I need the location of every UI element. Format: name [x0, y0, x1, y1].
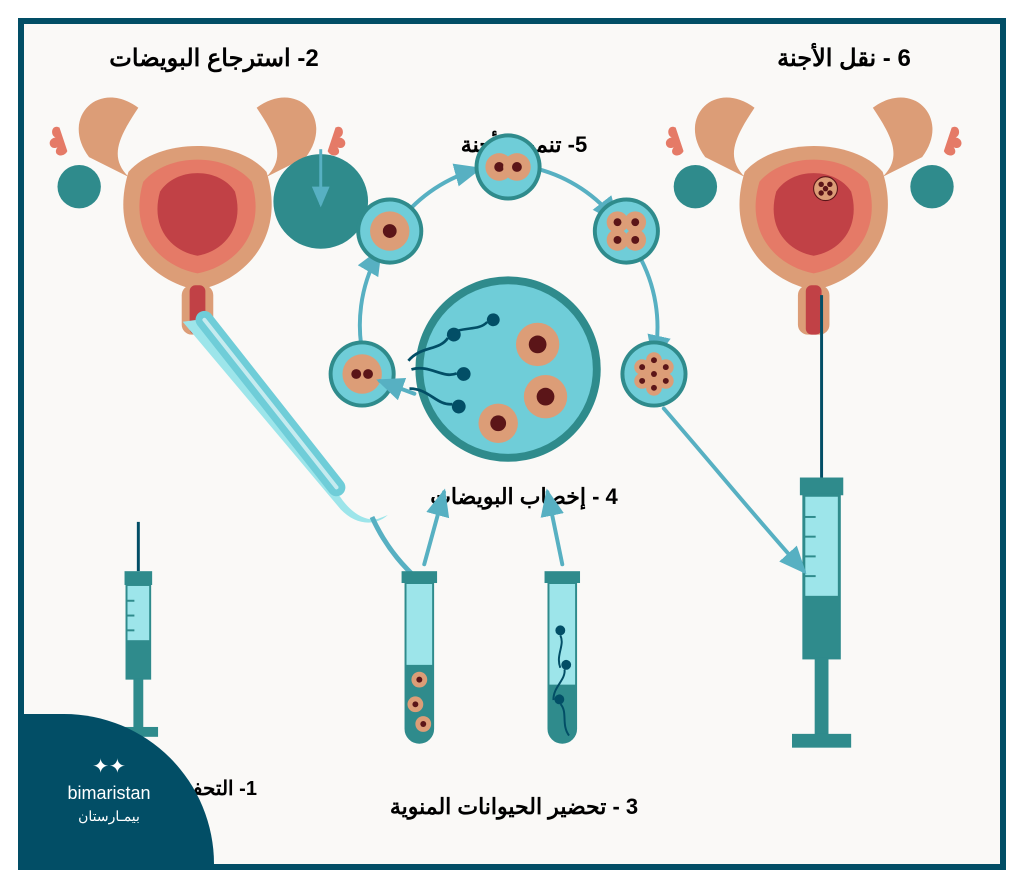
- uterus-left: [50, 97, 368, 334]
- arrow-morula-to-syringe: [664, 409, 804, 572]
- petri-dish: [405, 276, 601, 461]
- syringe-small: [119, 522, 158, 737]
- brand-name-en: bimaristan: [67, 783, 150, 804]
- arrow-tube-to-petri-right: [547, 492, 562, 564]
- brand-icon: ✦✦: [92, 754, 126, 779]
- arrow-tube-to-petri-left: [424, 492, 444, 564]
- diagram-svg: [24, 24, 1000, 864]
- diagram-frame: 1- التحفيز الهرموني 2- استرجاع البويضات …: [18, 18, 1006, 870]
- brand-name-ar: بيمـارستان: [78, 808, 140, 825]
- test-tube-eggs: [402, 571, 437, 743]
- test-tube-sperm: [545, 571, 580, 743]
- uterus-right: [666, 97, 962, 334]
- syringe-large: [792, 295, 851, 748]
